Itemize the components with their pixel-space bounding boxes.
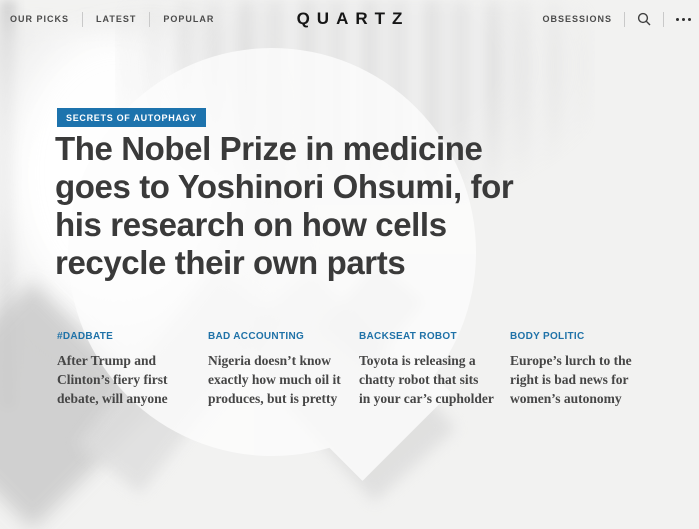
nav-our-picks[interactable]: OUR PICKS xyxy=(10,14,70,24)
story-category[interactable]: BAD ACCOUNTING xyxy=(208,331,305,342)
story-teaser[interactable]: Nigeria doesn’t know exactly how much oi… xyxy=(208,353,341,406)
search-button[interactable] xyxy=(637,12,651,26)
story-card: BACKSEAT ROBOT Toyota is releasing a cha… xyxy=(359,331,502,408)
nav-popular[interactable]: POPULAR xyxy=(163,14,215,24)
story-card: BODY POLITIC Europe’s lurch to the right… xyxy=(510,331,653,408)
search-icon xyxy=(637,12,651,26)
headline[interactable]: The Nobel Prize in medicine goes to Yosh… xyxy=(55,130,514,281)
story-teaser[interactable]: After Trump and Clinton’s fiery first de… xyxy=(57,353,168,406)
story-teaser[interactable]: Europe’s lurch to the right is bad news … xyxy=(510,353,632,406)
nav-divider xyxy=(149,11,151,27)
story-list: #DADBATE After Trump and Clinton’s fiery… xyxy=(57,331,653,408)
nav-obsessions[interactable]: OBSESSIONS xyxy=(542,14,612,24)
kicker-badge[interactable]: SECRETS OF AUTOPHAGY xyxy=(57,108,207,127)
story-category[interactable]: #DADBATE xyxy=(57,331,114,342)
top-nav: OUR PICKS LATEST POPULAR QUARTZ OBSESSIO… xyxy=(0,0,699,38)
nav-divider xyxy=(82,11,84,27)
primary-nav: OUR PICKS LATEST POPULAR xyxy=(10,0,214,38)
more-icon xyxy=(676,17,691,21)
story-category[interactable]: BACKSEAT ROBOT xyxy=(359,331,457,342)
story-card: BAD ACCOUNTING Nigeria doesn’t know exac… xyxy=(208,331,351,408)
story-card: #DADBATE After Trump and Clinton’s fiery… xyxy=(57,331,200,408)
story-category[interactable]: BODY POLITIC xyxy=(510,331,585,342)
nav-divider xyxy=(624,11,625,27)
nav-latest[interactable]: LATEST xyxy=(96,14,137,24)
quartz-logo[interactable]: QUARTZ xyxy=(296,9,410,28)
secondary-nav: OBSESSIONS xyxy=(542,0,691,38)
story-teaser[interactable]: Toyota is releasing a chatty robot that … xyxy=(359,353,494,406)
nav-divider xyxy=(663,11,664,27)
more-menu-button[interactable] xyxy=(676,17,691,21)
